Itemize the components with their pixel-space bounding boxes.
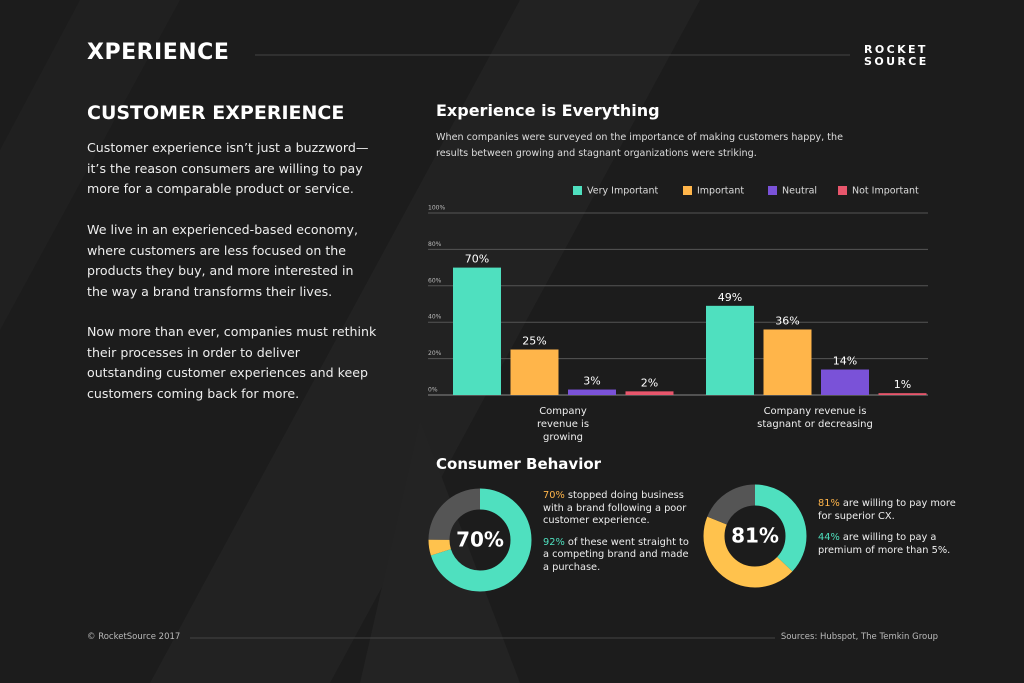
stat-highlight: 81% (818, 498, 840, 509)
stat: 70% stopped doing business with a brand … (543, 490, 693, 528)
sources: Sources: Hubspot, The Temkin Group (780, 632, 938, 642)
donut-segment (428, 488, 532, 592)
brand: ROCKET SOURCE (864, 44, 929, 68)
legend-label: Not Important (852, 186, 919, 197)
bar (763, 329, 812, 395)
donut-center: 70% (456, 528, 504, 552)
donut-segment (703, 484, 807, 588)
category-label: Company revenue is growing (536, 406, 590, 443)
legend-swatch (838, 186, 847, 195)
value-label: 49% (718, 291, 742, 304)
bar (706, 305, 754, 395)
y-tick-label: 60% (428, 277, 442, 284)
y-tick-label: 20% (428, 350, 442, 357)
bg-shape (150, 0, 700, 683)
value-label: 70% (465, 253, 489, 266)
stat-text: are willing to pay more for superior CX. (818, 498, 956, 522)
donut-center: 81% (731, 524, 779, 548)
paragraph: We live in an experienced-based economy,… (87, 222, 358, 299)
bar (625, 391, 674, 395)
y-tick-label: 40% (428, 314, 442, 321)
bar (878, 393, 927, 395)
chart-subtitle: When companies were surveyed on the impo… (436, 132, 844, 159)
value-label: 36% (775, 314, 799, 327)
stat-highlight: 70% (543, 490, 565, 501)
value-label: 25% (522, 335, 546, 348)
stat: 44% are willing to pay a premium of more… (818, 532, 968, 557)
brand-line: ROCKET (864, 43, 928, 56)
legend-swatch (683, 186, 692, 195)
copyright: © RocketSource 2017 (87, 632, 181, 642)
stat-highlight: 92% (543, 536, 565, 548)
stats: 81% are willing to pay more for superior… (818, 498, 968, 557)
brand-line: SOURCE (864, 55, 929, 68)
stat-text: are willing to pay a premium of more tha… (818, 532, 951, 556)
bar (453, 267, 501, 395)
bar (510, 349, 559, 395)
stat-highlight: 44% (818, 532, 840, 543)
value-label: 3% (583, 375, 600, 388)
value-label: 2% (641, 376, 658, 389)
category-label: Company revenue is stagnant or decreasin… (757, 406, 873, 430)
bar (821, 369, 869, 395)
legend-label: Important (697, 186, 744, 197)
stats: 70% stopped doing business with a brand … (543, 490, 693, 574)
legend-label: Very Important (587, 186, 659, 197)
paragraph: Customer experience isn’t just a buzzwor… (87, 140, 369, 196)
stat: 81% are willing to pay more for superior… (818, 498, 968, 523)
legend-swatch (573, 186, 582, 195)
value-label: 1% (894, 378, 911, 391)
legend-label: Neutral (782, 186, 817, 197)
donut-segment (703, 484, 807, 588)
legend-swatch (768, 186, 777, 195)
bar (568, 389, 616, 395)
donut-segment (428, 488, 532, 592)
value-label: 14% (833, 355, 857, 368)
y-tick-label: 0% (428, 387, 438, 394)
section-title: CUSTOMER EXPERIENCE (87, 102, 345, 124)
stat: 92% of these went straight to a competin… (543, 537, 693, 575)
section-title: Consumer Behavior (436, 455, 602, 473)
y-tick-label: 100% (428, 205, 445, 212)
logo: XPERIENCE (87, 40, 230, 65)
chart-title: Experience is Everything (436, 101, 660, 120)
y-tick-label: 80% (428, 241, 442, 248)
stat-text: of these went straight to a competing br… (543, 536, 689, 573)
stat-text: stopped doing business with a brand foll… (543, 490, 687, 526)
bg-shape (0, 0, 180, 330)
paragraph: Now more than ever, companies must rethi… (87, 324, 377, 401)
